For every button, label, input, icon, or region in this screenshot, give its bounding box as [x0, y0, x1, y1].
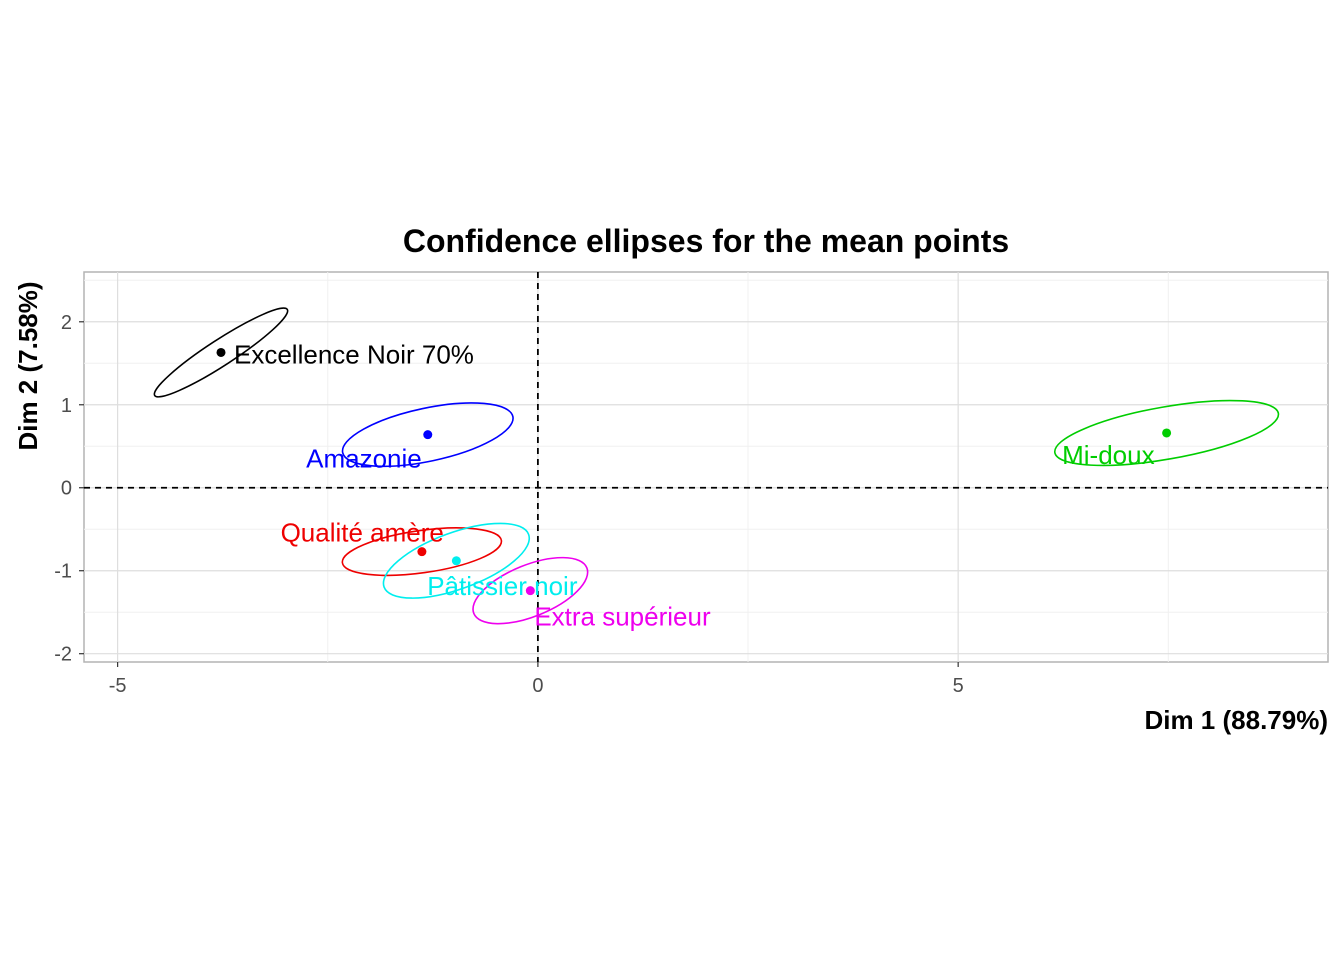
ellipse-mi-doux	[1053, 399, 1280, 467]
y-tick-label: 1	[61, 395, 72, 417]
y-axis-title: Dim 2 (7.58%)	[13, 281, 43, 450]
plot-panel: Excellence Noir 70% Amazonie Qualité amère…	[83, 271, 1329, 663]
y-tick-label: 0	[61, 478, 72, 500]
label-excellence-noir-70: Excellence Noir 70%	[234, 339, 474, 369]
ellipses	[153, 307, 1280, 625]
plot-border	[83, 271, 1329, 663]
label-mi-doux: Mi-doux	[1062, 440, 1154, 470]
ellipse-amazonie	[341, 402, 514, 468]
ellipse-extra-sup-rieur	[472, 556, 589, 625]
point-p-tissier-noir	[451, 556, 461, 566]
point-amazonie	[423, 430, 433, 440]
point-mi-doux	[1162, 428, 1172, 438]
y-axis-ticks: -2 -1 0 1 2	[54, 312, 84, 666]
reference-lines	[84, 272, 1328, 662]
ellipse-p-tissier-noir	[382, 522, 531, 599]
ellipse-qualit-am-re	[341, 527, 503, 577]
y-tick-label: -2	[54, 644, 72, 666]
point-qualit-am-re	[417, 547, 427, 557]
label-amazonie: Amazonie	[306, 444, 422, 474]
chart-title: Confidence ellipses for the mean points	[403, 223, 1009, 259]
x-axis-title: Dim 1 (88.79%)	[1144, 705, 1328, 735]
mean-points	[216, 347, 1172, 596]
y-tick-label: 2	[61, 312, 72, 334]
x-tick-label: 5	[953, 675, 964, 697]
point-labels: Excellence Noir 70% Amazonie Qualité amère…	[234, 339, 1155, 631]
y-tick-label: -1	[54, 561, 72, 583]
x-tick-label: -5	[109, 675, 127, 697]
x-axis-ticks: -5 0 5	[109, 662, 964, 697]
point-excellence-noir-70	[216, 347, 226, 357]
label-extra-sup-rieur: Extra supérieur	[534, 602, 711, 632]
ellipse-excellence-noir-70	[153, 307, 289, 398]
label-p-tissier-noir: Pâtissier noir	[427, 571, 578, 601]
x-tick-label: 0	[532, 675, 543, 697]
label-qualit-am-re: Qualité amère	[281, 518, 444, 548]
point-extra-sup-rieur	[525, 586, 535, 596]
